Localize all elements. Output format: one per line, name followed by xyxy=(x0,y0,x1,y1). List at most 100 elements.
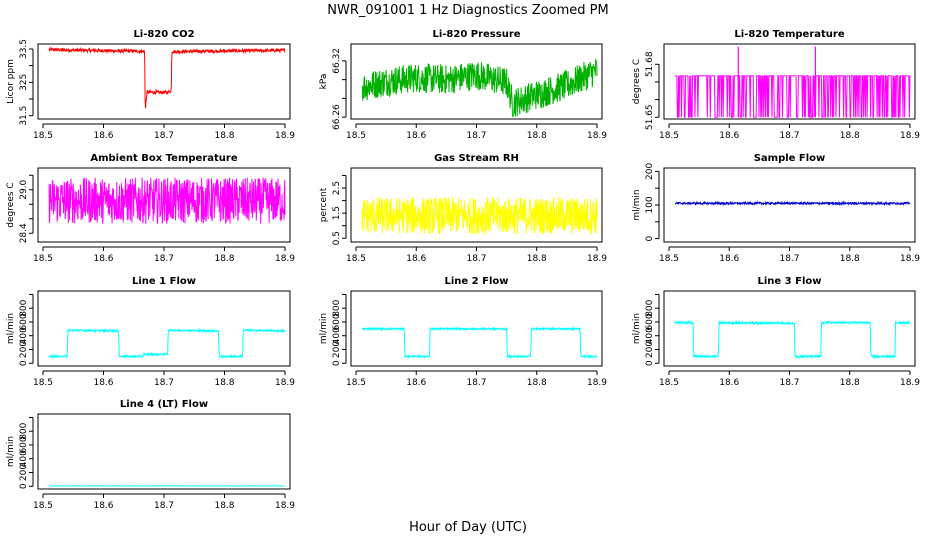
line3-flow-panel: Line 3 Flow ml/min 18.5 18.6 18.7 18.8 18.9 0 20… xyxy=(632,276,920,388)
sample-flow-x-tick-label: 18.6 xyxy=(719,254,739,264)
li820-pressure-title: Li-820 Pressure xyxy=(432,29,520,40)
li820-pressure-series-line xyxy=(361,58,598,118)
li820-co2-y-label: Licor ppm xyxy=(6,59,16,104)
line1-flow-x-tick-label: 18.5 xyxy=(33,378,53,388)
li820-co2-y-tick-label: 325 xyxy=(19,74,29,91)
li820-co2-x-tick-label: 18.9 xyxy=(275,131,295,141)
line4-lt-flow-y-label: ml/min xyxy=(6,436,16,467)
line2-flow-title: Line 2 Flow xyxy=(445,276,509,287)
li820-temperature-panel: Li-820 Temperature degrees C 18.5 18.6 18.7 1… xyxy=(632,29,920,141)
line1-flow-y-tick-label: 200 xyxy=(19,341,29,358)
line3-flow-x-tick-label: 18.6 xyxy=(719,378,739,388)
line4-lt-flow-x-tick-label: 18.6 xyxy=(93,501,113,511)
li820-co2-panel: Li-820 CO2 Licor ppm 18.5 18.6 18.7 18.8 18.9 3… xyxy=(6,29,295,141)
line4-lt-flow-y-tick-label: 400 xyxy=(19,450,29,467)
line4-lt-flow-x-tick-label: 18.8 xyxy=(214,501,234,511)
li820-pressure-x-tick-label: 18.6 xyxy=(406,131,426,141)
line2-flow-x-tick-label: 18.8 xyxy=(527,378,547,388)
li820-pressure-panel: Li-820 Pressure kPa 18.5 18.6 18.7 18.8 18.9 66… xyxy=(319,29,607,141)
sample-flow-x-tick-label: 18.8 xyxy=(840,254,860,264)
line1-flow-y-label: ml/min xyxy=(6,313,16,344)
li820-temperature-x-tick-label: 18.7 xyxy=(779,131,799,141)
line3-flow-x-tick-label: 18.5 xyxy=(659,378,679,388)
li820-temperature-y-tick-label: 51.68 xyxy=(645,51,655,77)
line1-flow-x-tick-label: 18.8 xyxy=(214,378,234,388)
line3-flow-y-label: ml/min xyxy=(632,313,642,344)
line3-flow-y-tick-label: 200 xyxy=(645,341,655,358)
sample-flow-x-tick-label: 18.5 xyxy=(659,254,679,264)
line3-flow-title: Line 3 Flow xyxy=(758,276,822,287)
line1-flow-x-tick-label: 18.6 xyxy=(93,378,113,388)
line3-flow-y-tick-label: 800 xyxy=(645,299,655,316)
sample-flow-x-tick-label: 18.7 xyxy=(779,254,799,264)
li820-pressure-x-tick-label: 18.7 xyxy=(466,131,486,141)
line1-flow-panel: Line 1 Flow ml/min 18.5 18.6 18.7 18.8 18.9 0 20… xyxy=(6,276,295,388)
ambient-box-temperature-y-label: degrees C xyxy=(6,182,16,227)
line4-lt-flow-y-tick-label: 200 xyxy=(19,464,29,481)
line1-flow-x-tick-label: 18.9 xyxy=(275,378,295,388)
ambient-box-temperature-plot-frame xyxy=(37,167,291,243)
line2-flow-y-label: ml/min xyxy=(319,313,329,344)
gas-stream-rh-x-tick-label: 18.7 xyxy=(466,254,486,264)
li820-temperature-plot-frame xyxy=(663,43,916,120)
gas-stream-rh-y-tick-label: 1.5 xyxy=(332,206,342,220)
ambient-box-temperature-y-tick-label: 28.4 xyxy=(19,223,29,243)
li820-co2-y-tick-label: 31.5 xyxy=(19,106,29,126)
line3-flow-x-tick-label: 18.7 xyxy=(779,378,799,388)
line3-flow-series-line xyxy=(674,319,911,360)
gas-stream-rh-title: Gas Stream RH xyxy=(434,153,519,164)
sample-flow-plot-frame xyxy=(663,167,916,243)
line2-flow-series-line xyxy=(361,326,598,359)
line4-lt-flow-x-tick-label: 18.9 xyxy=(275,501,295,511)
sample-flow-panel: Sample Flow ml/min 18.5 18.6 18.7 18.8 18.9 0 10… xyxy=(632,153,920,264)
ambient-box-temperature-panel: Ambient Box Temperature degrees C 18.5 18.6… xyxy=(6,153,295,264)
line3-flow-x-tick-label: 18.9 xyxy=(900,378,920,388)
ambient-box-temperature-series-line xyxy=(48,177,286,224)
sample-flow-y-tick-label: 100 xyxy=(645,196,655,213)
line2-flow-x-tick-label: 18.7 xyxy=(466,378,486,388)
sample-flow-series-line xyxy=(674,200,911,207)
line3-flow-y-tick-label: 400 xyxy=(645,327,655,344)
li820-temperature-title: Li-820 Temperature xyxy=(734,29,844,40)
main-title: NWR_091001 1 Hz Diagnostics Zoomed PM xyxy=(327,3,609,18)
ambient-box-temperature-x-tick-label: 18.5 xyxy=(33,254,53,264)
gas-stream-rh-x-tick-label: 18.5 xyxy=(346,254,366,264)
line1-flow-series-line xyxy=(48,328,286,360)
gas-stream-rh-x-tick-label: 18.6 xyxy=(406,254,426,264)
line3-flow-plot-frame xyxy=(663,290,916,367)
line1-flow-plot-frame xyxy=(37,290,291,367)
sample-flow-y-tick-label: 200 xyxy=(645,163,655,180)
ambient-box-temperature-y-tick-label: 29.0 xyxy=(19,179,29,199)
line2-flow-y-tick-label: 600 xyxy=(332,313,342,330)
line1-flow-y-tick-label: 800 xyxy=(19,299,29,316)
line3-flow-y-tick-label: 0 xyxy=(645,360,655,366)
li820-co2-plot-frame xyxy=(37,43,291,120)
gas-stream-rh-y-tick-label: 2.5 xyxy=(332,181,342,195)
li820-pressure-y-tick-label: 66.32 xyxy=(332,48,342,74)
li820-co2-title: Li-820 CO2 xyxy=(133,29,194,40)
gas-stream-rh-series-line xyxy=(361,196,598,235)
gas-stream-rh-y-label: percent xyxy=(319,187,329,222)
line2-flow-y-tick-label: 800 xyxy=(332,299,342,316)
sample-flow-title: Sample Flow xyxy=(754,153,826,164)
gas-stream-rh-y-tick-label: 0.5 xyxy=(332,231,342,245)
panel-grid: Li-820 CO2 Licor ppm 18.5 18.6 18.7 18.8 18.9 3… xyxy=(6,29,920,511)
li820-pressure-x-tick-label: 18.5 xyxy=(346,131,366,141)
li820-co2-y-tick-label: 33.5 xyxy=(19,39,29,59)
li820-temperature-y-label: degrees C xyxy=(632,59,642,104)
ambient-box-temperature-x-tick-label: 18.6 xyxy=(93,254,113,264)
ambient-box-temperature-x-tick-label: 18.8 xyxy=(214,254,234,264)
line1-flow-y-tick-label: 0 xyxy=(19,360,29,366)
li820-pressure-x-tick-label: 18.9 xyxy=(587,131,607,141)
line4-lt-flow-plot-frame xyxy=(37,413,291,490)
li820-temperature-series-line xyxy=(675,75,911,118)
line2-flow-y-tick-label: 400 xyxy=(332,327,342,344)
li820-co2-x-tick-label: 18.8 xyxy=(214,131,234,141)
gas-stream-rh-x-tick-label: 18.9 xyxy=(587,254,607,264)
line4-lt-flow-x-tick-label: 18.5 xyxy=(33,501,53,511)
li820-pressure-y-tick-label: 66.26 xyxy=(332,104,342,130)
line1-flow-x-tick-label: 18.7 xyxy=(154,378,174,388)
line3-flow-x-tick-label: 18.8 xyxy=(840,378,860,388)
li820-temperature-y-tick-label: 51.65 xyxy=(645,104,655,130)
